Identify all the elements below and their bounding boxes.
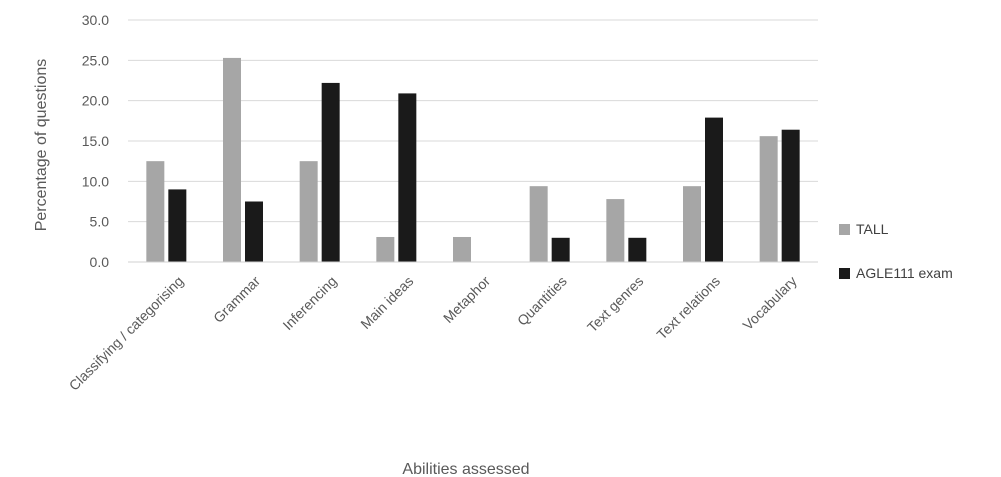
y-tick-label: 20.0 [82,93,109,109]
x-tick-label: Text relations [653,273,723,343]
bar-agle111-6 [628,237,647,262]
bar-tall-2 [299,161,318,262]
x-tick-label: Main ideas [357,273,416,332]
bar-tall-1 [223,57,241,263]
bar-tall-6 [606,199,625,262]
bar-tall-0 [146,161,165,262]
legend-label-1: AGLE111 exam [856,265,953,281]
bar-tall-4 [453,236,471,262]
x-axis-ticks: Classifying / categorising Grammar Inferen… [66,273,800,394]
bar-tall-5 [529,186,548,262]
bar-agle111-7 [705,117,723,263]
x-tick-label: Metaphor [440,273,493,326]
x-tick-label: Quantities [514,273,570,329]
y-tick-label: 15.0 [82,133,109,149]
bar-tall-8 [759,136,778,262]
legend: TALL AGLE111 exam [839,221,953,281]
y-axis-title: Percentage of questions [33,59,50,232]
legend-swatch-1 [839,268,850,279]
y-tick-label: 5.0 [90,214,110,230]
bar-tall-7 [683,186,701,262]
legend-swatch-0 [839,224,850,235]
x-axis-title: Abilities assessed [402,461,529,477]
x-tick-label: Vocabulary [739,273,799,333]
y-axis-ticks: 0.0 5.0 10.0 15.0 20.0 25.0 30.0 [82,12,109,270]
bar-agle111-2 [321,82,340,262]
y-tick-label: 10.0 [82,173,109,189]
bar-tall-3 [376,236,395,262]
bar-agle111-1 [245,201,263,262]
bars [146,57,800,263]
x-tick-label: Classifying / categorising [66,273,187,394]
y-tick-label: 30.0 [82,12,109,28]
bar-agle111-5 [551,237,570,262]
legend-label-0: TALL [856,221,889,237]
y-tick-label: 25.0 [82,52,109,68]
x-tick-label: Grammar [210,273,263,326]
gridlines [128,19,818,223]
bar-agle111-8 [781,129,800,262]
x-tick-label: Inferencing [279,273,339,333]
x-tick-label: Text genres [584,273,646,335]
y-tick-label: 0.0 [90,254,110,270]
bar-agle111-3 [398,93,417,262]
bar-agle111-0 [168,189,187,262]
